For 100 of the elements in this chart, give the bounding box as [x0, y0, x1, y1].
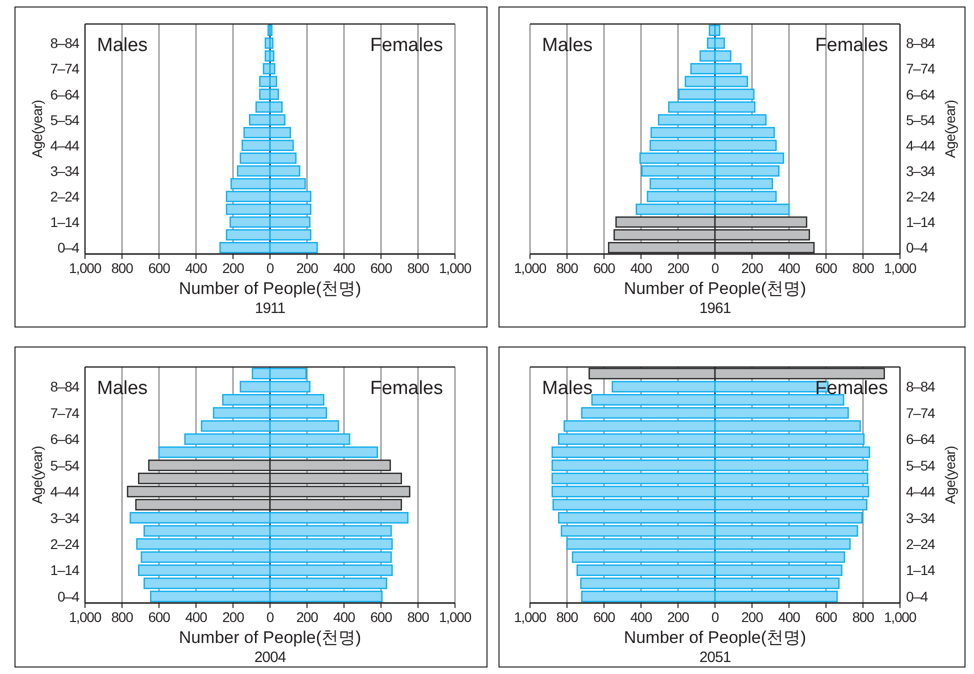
x-tick-label: 0: [711, 609, 720, 625]
x-tick-label: 800: [111, 260, 134, 276]
x-tick-label: 0: [711, 260, 720, 276]
x-tick-label: 200: [667, 260, 690, 276]
x-tick-label: 0: [266, 609, 274, 625]
x-tick-label: 1,000: [438, 609, 472, 625]
x-axis-title: Number of People(천명): [624, 628, 806, 647]
annotation: Males: [97, 35, 148, 56]
y-tick-label: 2–24: [906, 536, 936, 552]
x-tick-label: 600: [148, 609, 171, 625]
y-tick-label: 4–44: [906, 484, 936, 500]
x-tick-label: 600: [593, 260, 616, 276]
x-tick-label: 200: [667, 609, 690, 625]
y-tick-label: 3–34: [906, 162, 936, 179]
x-axis-title: Number of People(천명): [178, 628, 362, 647]
text: 1911: [254, 300, 286, 317]
y-tick-label: 0–4: [57, 588, 80, 604]
x-axis-title: Number of People(천명): [624, 279, 806, 298]
annotation: Males: [542, 378, 593, 399]
x-tick-label: 600: [815, 260, 838, 276]
y-tick-label: 8–84: [50, 378, 80, 395]
x-tick-label: 800: [407, 609, 430, 625]
annotation: Females: [370, 35, 443, 56]
text: 2051: [699, 649, 731, 666]
y-tick-label: 8–84: [906, 378, 936, 395]
y-tick-label: 3–34: [50, 510, 80, 526]
y-tick-label: 6–64: [906, 431, 936, 448]
x-tick-label: 1,000: [884, 260, 917, 276]
x-tick-label: 0: [266, 260, 274, 276]
x-tick-label: 200: [296, 260, 319, 276]
y-tick-label: 4–44: [50, 137, 80, 154]
x-tick-label: 800: [852, 609, 875, 625]
x-tick-label: 800: [556, 609, 579, 625]
x-tick-label: 400: [778, 609, 801, 625]
x-tick-label: 1,000: [514, 260, 547, 276]
y-tick-label: 0–4: [906, 240, 928, 256]
y-tick-label: 1–14: [906, 562, 936, 578]
y-tick-label: 5–54: [906, 457, 936, 474]
x-tick-label: 1,000: [68, 260, 102, 276]
y-tick-label: 1–14: [50, 214, 80, 230]
y-tick-label: 7–74: [906, 60, 936, 77]
y-tick-label: 7–74: [906, 404, 936, 421]
y-tick-label: 2–24: [50, 536, 80, 552]
y-tick-label: 5–54: [50, 457, 80, 474]
y-tick-label: 5–54: [50, 112, 80, 128]
annotation: Males: [97, 378, 148, 399]
x-tick-label: 800: [407, 260, 430, 276]
x-tick-label: 800: [556, 260, 579, 276]
x-tick-label: 600: [148, 260, 171, 276]
y-axis-title: Age(year): [942, 100, 958, 158]
x-tick-label: 1,000: [68, 609, 102, 625]
x-tick-label: 600: [593, 609, 616, 625]
y-tick-label: 3–34: [50, 162, 80, 179]
text: 2004: [254, 649, 286, 666]
x-tick-label: 600: [370, 609, 393, 625]
annotation: Females: [815, 378, 888, 399]
y-tick-label: 3–34: [906, 510, 936, 526]
x-tick-label: 400: [630, 260, 653, 276]
y-axis-title: Age(year): [942, 446, 958, 504]
x-tick-label: 1,000: [514, 609, 547, 625]
x-tick-label: 800: [852, 260, 875, 276]
annotation: Males: [542, 35, 593, 56]
y-tick-label: 2–24: [50, 188, 80, 204]
annotation: Females: [370, 378, 443, 399]
y-tick-label: 1–14: [50, 562, 80, 578]
x-axis-title: Number of People(천명): [178, 279, 362, 298]
text: 1961: [699, 300, 731, 317]
x-tick-label: 400: [185, 609, 208, 625]
y-tick-label: 0–4: [57, 240, 80, 256]
x-tick-label: 200: [222, 609, 245, 625]
x-tick-label: 400: [333, 260, 356, 276]
y-tick-label: 2–24: [906, 188, 936, 204]
y-tick-label: 6–64: [50, 431, 80, 448]
x-tick-label: 200: [222, 260, 245, 276]
y-tick-label: 0–4: [906, 588, 928, 604]
y-tick-label: 7–74: [50, 404, 80, 421]
y-tick-label: 8–84: [906, 35, 936, 52]
x-tick-label: 400: [185, 260, 208, 276]
y-axis-title: Age(year): [29, 446, 45, 504]
y-tick-label: 6–64: [50, 86, 80, 102]
x-tick-label: 800: [111, 609, 134, 625]
y-tick-label: 4–44: [50, 484, 80, 500]
y-tick-label: 6–64: [906, 86, 936, 102]
x-tick-label: 1,000: [884, 609, 917, 625]
y-tick-label: 7–74: [50, 60, 80, 77]
y-tick-label: 8–84: [50, 35, 80, 52]
x-tick-label: 600: [370, 260, 393, 276]
y-tick-label: 1–14: [906, 214, 936, 230]
x-tick-label: 400: [630, 609, 653, 625]
x-tick-label: 400: [333, 609, 356, 625]
x-tick-label: 1,000: [438, 260, 472, 276]
y-axis-title: Age(year): [29, 100, 45, 158]
x-tick-label: 200: [741, 609, 764, 625]
x-tick-label: 400: [778, 260, 801, 276]
annotation: Females: [815, 35, 888, 56]
y-tick-label: 5–54: [906, 112, 936, 128]
y-tick-label: 4–44: [906, 137, 936, 154]
x-tick-label: 200: [741, 260, 764, 276]
x-tick-label: 200: [296, 609, 319, 625]
x-tick-label: 600: [815, 609, 838, 625]
